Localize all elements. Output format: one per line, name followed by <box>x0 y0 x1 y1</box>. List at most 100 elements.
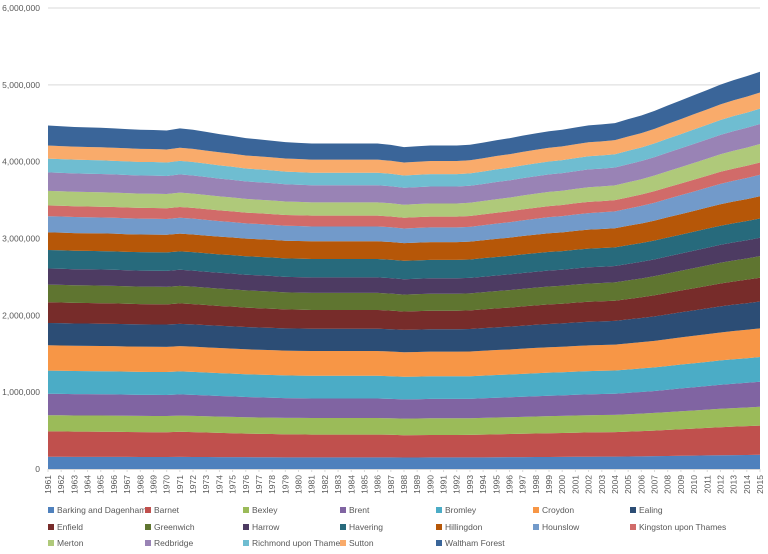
legend-item[interactable]: Greenwich <box>145 522 195 532</box>
legend-item[interactable]: Croydon <box>533 505 574 515</box>
x-tick-label: 1976 <box>241 475 251 494</box>
legend-item[interactable]: Waltham Forest <box>436 538 505 548</box>
legend-swatch <box>145 524 151 530</box>
x-tick-label: 1963 <box>69 475 79 494</box>
area-havering <box>48 218 760 280</box>
x-tick-label: 1969 <box>148 475 158 494</box>
x-tick-label: 2009 <box>676 475 686 494</box>
x-tick-label: 1980 <box>294 475 304 494</box>
area-sutton <box>48 92 760 176</box>
y-tick-label: 0 <box>35 464 40 474</box>
x-tick-label: 2014 <box>742 475 752 494</box>
area-bromley <box>48 357 760 400</box>
area-kingston-upon-thames <box>48 162 760 229</box>
x-tick-label: 1985 <box>359 475 369 494</box>
legend-label: Richmond upon Thames <box>252 538 345 548</box>
x-tick-label: 1995 <box>491 475 501 494</box>
area-enfield <box>48 277 760 330</box>
x-tick-label: 1974 <box>214 475 224 494</box>
legend-swatch <box>533 524 539 530</box>
legend-item[interactable]: Merton <box>48 538 83 548</box>
x-tick-label: 1988 <box>399 475 409 494</box>
legend-item[interactable]: Hillingdon <box>436 522 482 532</box>
x-tick-label: 1991 <box>439 475 449 494</box>
legend-item[interactable]: Bromley <box>436 505 476 515</box>
x-tick-label: 2002 <box>584 475 594 494</box>
area-richmond-upon-thames <box>48 108 760 188</box>
x-tick-label: 1982 <box>320 475 330 494</box>
legend-swatch <box>436 507 442 513</box>
legend-swatch <box>340 524 346 530</box>
legend-item[interactable]: Barking and Dagenham <box>48 505 146 515</box>
area-hillingdon <box>48 196 760 261</box>
x-tick-label: 1971 <box>175 475 185 494</box>
x-tick-label: 2010 <box>689 475 699 494</box>
area-harrow <box>48 237 760 295</box>
legend-swatch <box>145 540 151 546</box>
area-croydon <box>48 328 760 377</box>
area-waltham-forest <box>48 71 760 163</box>
x-tick-label: 2006 <box>636 475 646 494</box>
area-ealing <box>48 301 760 353</box>
x-tick-label: 2003 <box>597 475 607 494</box>
legend-swatch <box>243 507 249 513</box>
legend-label: Harrow <box>252 522 280 532</box>
x-tick-label: 1993 <box>465 475 475 494</box>
legend-label: Waltham Forest <box>445 538 505 548</box>
legend-swatch <box>630 507 636 513</box>
legend-label: Kingston upon Thames <box>639 522 727 532</box>
legend-item[interactable]: Kingston upon Thames <box>630 522 726 532</box>
area-brent <box>48 381 760 419</box>
legend-label: Havering <box>349 522 384 532</box>
x-tick-label: 2000 <box>557 475 567 494</box>
legend-item[interactable]: Barnet <box>145 505 179 515</box>
legend-item[interactable]: Bexley <box>243 505 278 515</box>
legend-label: Hounslow <box>542 522 580 532</box>
legend-item[interactable]: Brent <box>340 505 369 515</box>
legend-swatch <box>630 524 636 530</box>
x-tick-label: 1966 <box>109 475 119 494</box>
x-tick-label: 2001 <box>570 475 580 494</box>
legend-label: Enfield <box>57 522 83 532</box>
legend-label: Croydon <box>542 505 575 515</box>
area-hounslow <box>48 174 760 244</box>
y-tick-label: 3,000,000 <box>2 234 40 244</box>
legend-label: Hillingdon <box>445 522 483 532</box>
legend-item[interactable]: Ealing <box>630 505 663 515</box>
legend-item[interactable]: Enfield <box>48 522 83 532</box>
x-tick-label: 1965 <box>96 475 106 494</box>
legend-item[interactable]: Hounslow <box>533 522 579 532</box>
area-series <box>48 71 760 469</box>
x-tick-label: 1998 <box>531 475 541 494</box>
legend-swatch <box>533 507 539 513</box>
x-tick-label: 1986 <box>373 475 383 494</box>
area-barnet <box>48 425 760 458</box>
x-tick-label: 1984 <box>346 475 356 494</box>
legend-item[interactable]: Richmond upon Thames <box>243 538 344 548</box>
x-tick-label: 1967 <box>122 475 132 494</box>
legend-item[interactable]: Redbridge <box>145 538 193 548</box>
legend-item[interactable]: Sutton <box>340 538 374 548</box>
legend-swatch <box>243 524 249 530</box>
x-tick-label: 1999 <box>544 475 554 494</box>
y-tick-label: 2,000,000 <box>2 310 40 320</box>
area-greenwich <box>48 256 760 312</box>
legend-item[interactable]: Havering <box>340 522 383 532</box>
y-tick-label: 4,000,000 <box>2 157 40 167</box>
legend-item[interactable]: Harrow <box>243 522 279 532</box>
x-tick-label: 1981 <box>307 475 317 494</box>
legend-swatch <box>243 540 249 546</box>
legend-swatch <box>436 540 442 546</box>
legend-swatch <box>340 507 346 513</box>
x-tick-label: 1997 <box>518 475 528 494</box>
legend-swatch <box>145 507 151 513</box>
x-tick-label: 1973 <box>201 475 211 494</box>
x-tick-label: 2005 <box>623 475 633 494</box>
x-tick-label: 1983 <box>333 475 343 494</box>
x-tick-label: 1977 <box>254 475 264 494</box>
legend-label: Merton <box>57 538 84 548</box>
legend-label: Barnet <box>154 505 180 515</box>
legend-label: Sutton <box>349 538 374 548</box>
x-tick-label: 1961 <box>43 475 53 494</box>
